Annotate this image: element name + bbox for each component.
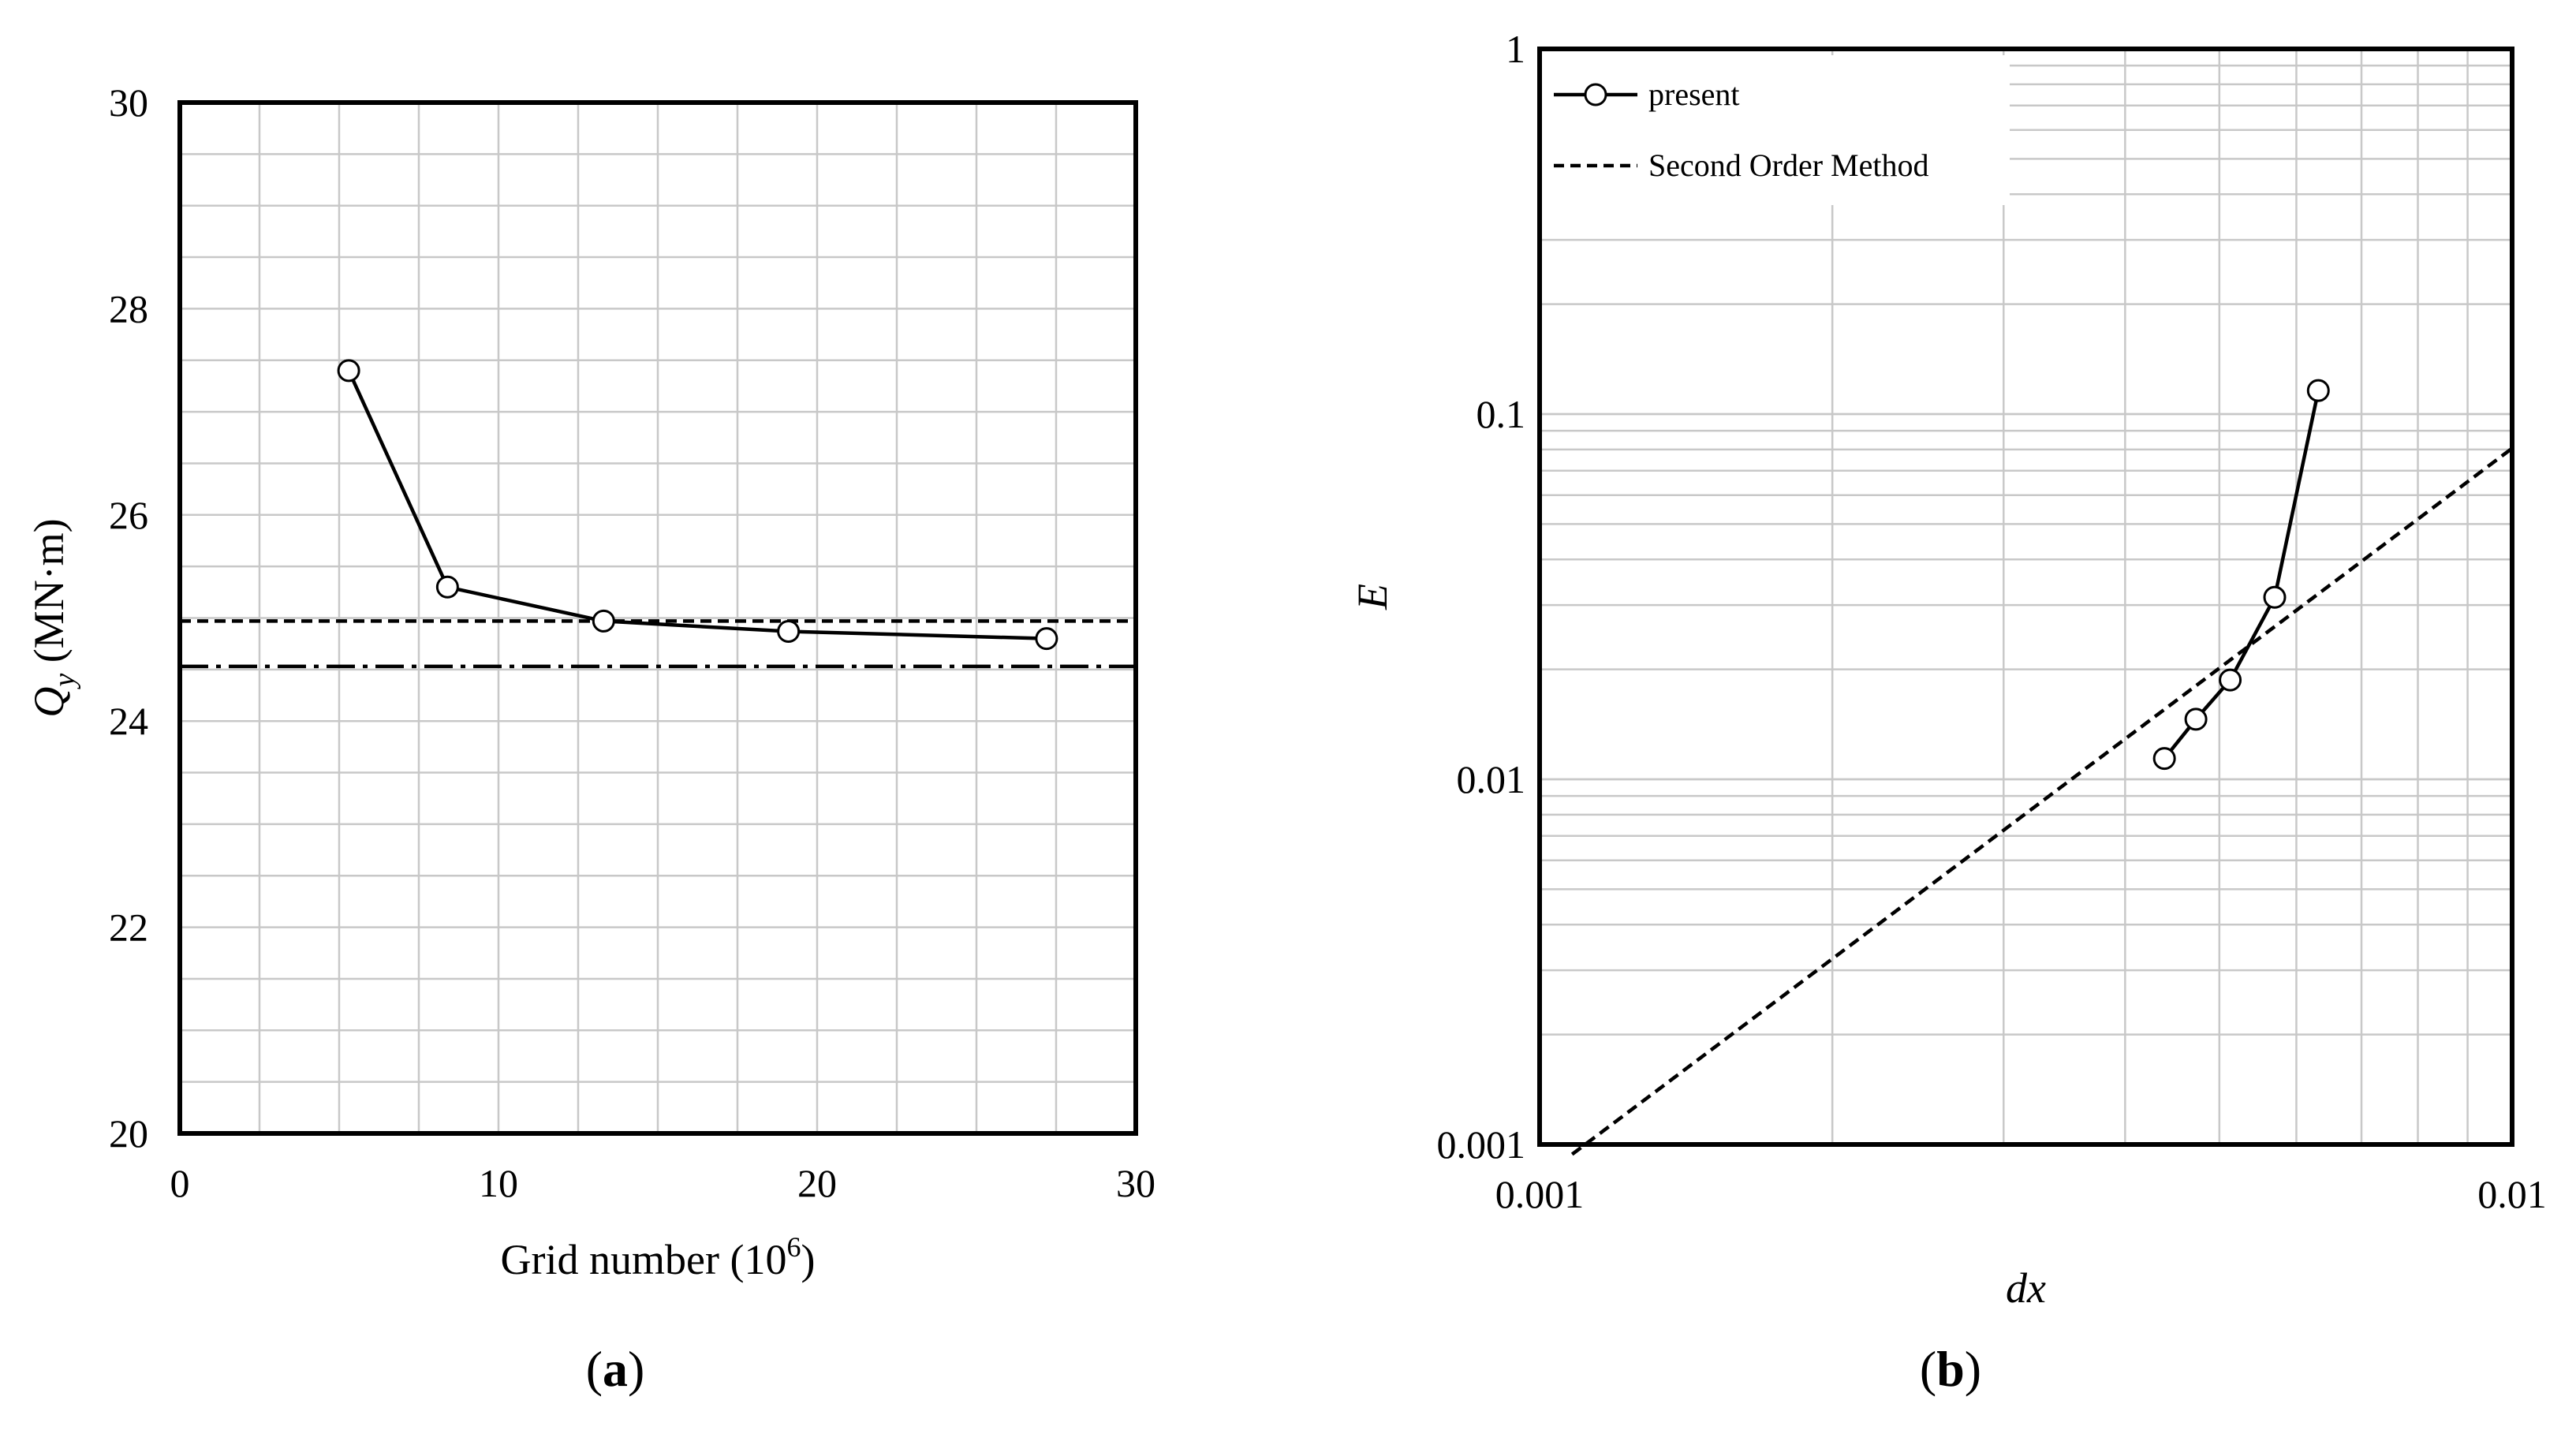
legend: present Second Order Method bbox=[1540, 55, 2010, 205]
panel-a-y-axis-label: Qy (MN·m) bbox=[25, 518, 81, 717]
panel-b-series bbox=[1570, 379, 2514, 1156]
panel-a-data-point bbox=[777, 619, 801, 643]
panel-a-x-axis-label-close: ) bbox=[801, 1236, 815, 1283]
panel-b-y-tick-label: 1 bbox=[1506, 27, 1525, 71]
panel-a-y-tick-label: 24 bbox=[109, 699, 148, 743]
panel-a-caption-letter: a bbox=[603, 1341, 628, 1397]
panel-a-x-axis-label: Grid number (106) bbox=[501, 1231, 816, 1283]
panel-a-y-axis-label-unit-space bbox=[25, 663, 73, 674]
panel-b-caption: (b) bbox=[1920, 1341, 1981, 1397]
panel-b-x-axis-label: dx bbox=[2006, 1264, 2046, 1312]
panel-a-y-tick-labels: 20 22 24 26 28 30 bbox=[109, 80, 148, 1156]
panel-a-y-tick-label: 26 bbox=[109, 493, 148, 537]
panel-a-series bbox=[337, 359, 1058, 651]
panel-a-data-point bbox=[435, 575, 459, 599]
panel-b-x-tick-labels: 0.001 0.01 bbox=[1495, 1172, 2547, 1216]
panel-a-grid bbox=[180, 103, 1136, 1133]
panel-a-x-tick-labels: 0 10 20 30 bbox=[170, 1161, 1156, 1205]
panel-b-y-tick-labels: 0.001 0.01 0.1 1 bbox=[1437, 27, 1526, 1167]
panel-a-y-tick-label: 20 bbox=[109, 1111, 148, 1156]
panel-a-x-axis-label-text: Grid number (10 bbox=[501, 1236, 787, 1283]
panel-a-y-tick-label: 22 bbox=[109, 905, 148, 950]
legend-background bbox=[1540, 55, 2010, 205]
panel-b-grid bbox=[1540, 49, 2512, 1144]
present-series-line bbox=[2163, 390, 2320, 760]
panel-b-y-tick-label: 0.001 bbox=[1437, 1122, 1526, 1167]
panel-b-plot-frame bbox=[1537, 47, 2514, 1147]
panel-a-y-tick-label: 28 bbox=[109, 286, 148, 330]
panel-b: present Second Order Method 0.001 0.01 0.1… bbox=[1349, 27, 2547, 1397]
present-data-point bbox=[2263, 585, 2287, 609]
panel-a-y-axis-label-unit: (MN·m) bbox=[25, 518, 73, 663]
panel-a-x-tick-label: 30 bbox=[1116, 1161, 1155, 1205]
panel-b-y-tick-label: 0.1 bbox=[1477, 392, 1526, 436]
present-data-point bbox=[2306, 379, 2330, 402]
panel-a-x-tick-label: 10 bbox=[479, 1161, 518, 1205]
panel-a-plot-frame bbox=[177, 100, 1138, 1136]
panel-a-y-axis-label-subscript: y bbox=[48, 674, 81, 690]
panel-a-reference-lines bbox=[180, 619, 1136, 669]
present-data-point bbox=[2184, 708, 2208, 731]
panel-b-y-axis-label: E bbox=[1349, 584, 1396, 610]
legend-second-order-label: Second Order Method bbox=[1648, 147, 1928, 183]
legend-present-label: present bbox=[1648, 77, 1740, 112]
panel-a-caption: (a) bbox=[586, 1341, 645, 1397]
present-data-point bbox=[2152, 747, 2176, 771]
second-order-method-line bbox=[1570, 446, 2514, 1156]
panel-b-y-tick-label: 0.01 bbox=[1457, 757, 1526, 801]
panel-b-x-tick-label: 0.01 bbox=[2477, 1172, 2547, 1216]
panel-a: 20 22 24 26 28 30 0 10 20 30 Grid number (106) Q… bbox=[25, 80, 1155, 1397]
panel-a-y-axis-label-symbol: Q bbox=[25, 687, 73, 718]
panel-b-x-tick-label: 0.001 bbox=[1495, 1172, 1585, 1216]
panel-b-caption-letter: b bbox=[1936, 1341, 1965, 1397]
panel-a-x-tick-label: 0 bbox=[170, 1161, 190, 1205]
panel-a-y-tick-label: 30 bbox=[109, 80, 148, 125]
panel-a-data-point bbox=[1035, 627, 1058, 651]
panel-a-x-axis-label-exponent: 6 bbox=[786, 1231, 801, 1263]
panel-a-x-tick-label: 20 bbox=[797, 1161, 837, 1205]
panel-a-data-point bbox=[337, 359, 360, 383]
panel-a-data-point bbox=[592, 609, 615, 633]
legend-present-swatch-marker bbox=[1584, 83, 1607, 106]
present-data-point bbox=[2219, 668, 2242, 692]
panel-a-series-line bbox=[347, 369, 1047, 640]
